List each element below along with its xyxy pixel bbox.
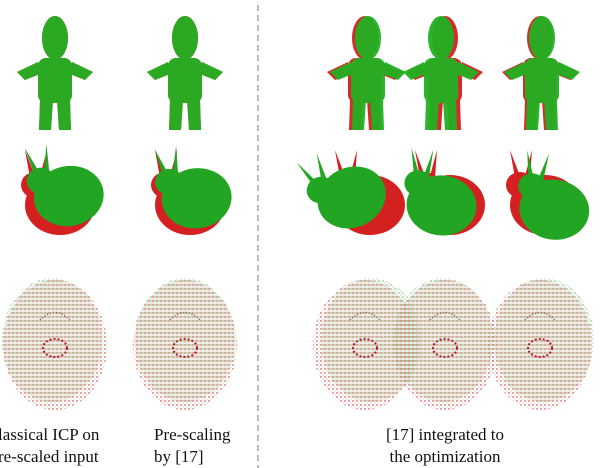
body [38, 58, 72, 103]
caption-line: by [17] [154, 447, 204, 466]
head [529, 16, 555, 60]
head [355, 16, 381, 60]
head [172, 16, 198, 60]
legs [169, 100, 201, 130]
bunny [511, 150, 596, 244]
caption-line: [17] integrated to [386, 425, 504, 444]
head [42, 16, 68, 60]
legs [526, 100, 558, 130]
caption-line: re-scaled input [0, 447, 99, 466]
figure: lassical ICP on re-scaled input Pre-scal… [0, 0, 615, 468]
body [351, 58, 385, 103]
legs [39, 100, 71, 130]
point-clouds [2, 16, 597, 410]
face [133, 278, 237, 410]
body [424, 58, 458, 103]
caption-line: Pre-scaling [154, 425, 231, 444]
armadillo [504, 16, 580, 130]
face-green [393, 278, 493, 402]
face [393, 278, 497, 410]
caption-line: lassical ICP on [0, 425, 100, 444]
face [2, 278, 107, 410]
caption-line: the optimization [390, 447, 501, 466]
face [488, 278, 594, 410]
body [168, 58, 202, 103]
armadillo [147, 16, 223, 130]
body [525, 58, 559, 103]
head [428, 16, 454, 60]
face-green [2, 278, 102, 402]
armadillo [17, 16, 93, 130]
